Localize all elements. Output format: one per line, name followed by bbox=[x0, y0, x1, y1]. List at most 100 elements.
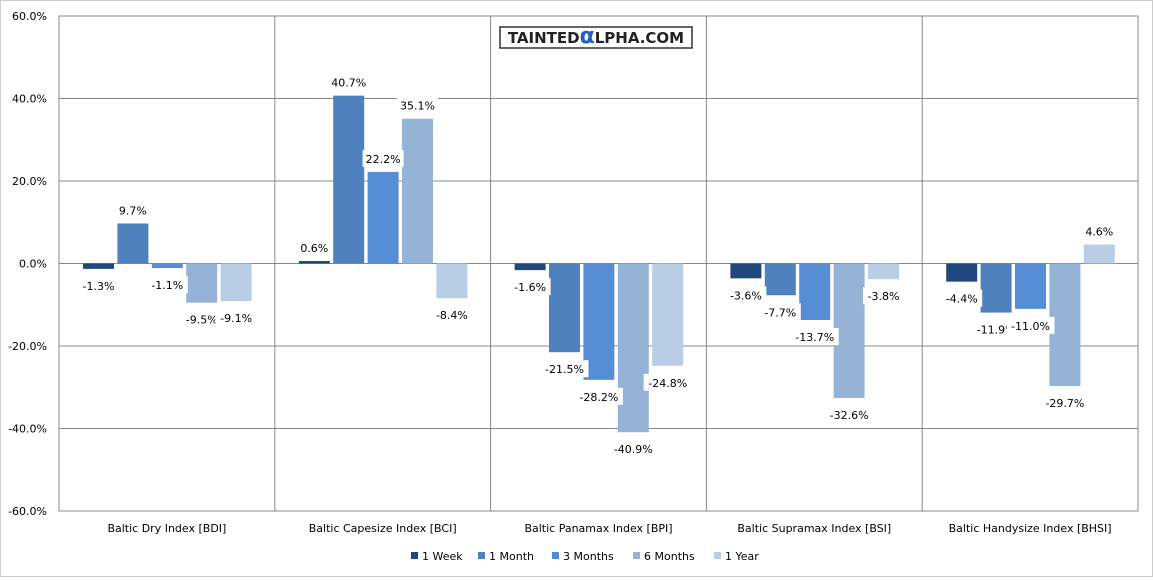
data-label-bg bbox=[397, 96, 438, 114]
data-label: -9.1% bbox=[220, 312, 252, 325]
data-label-bg bbox=[509, 278, 551, 296]
bar-6-months bbox=[617, 263, 649, 433]
y-tick-label: 60.0% bbox=[12, 10, 47, 23]
bar-3-months bbox=[367, 171, 399, 264]
data-label-bg bbox=[297, 239, 332, 257]
legend-label: 3 Months bbox=[563, 550, 614, 563]
data-label-bg bbox=[609, 440, 658, 458]
bar-3-months bbox=[151, 263, 183, 269]
data-label: -11.9% bbox=[977, 324, 1016, 337]
x-tick-label: Baltic Capesize Index [BCI] bbox=[309, 522, 457, 535]
bar-1-month bbox=[333, 95, 365, 264]
bar-6-months bbox=[186, 263, 218, 303]
y-tick-label: 0.0% bbox=[19, 258, 47, 271]
data-label-bg bbox=[574, 387, 623, 405]
legend-label: 1 Year bbox=[725, 550, 759, 563]
data-label-bg bbox=[1082, 222, 1117, 240]
bar-6-months bbox=[1049, 263, 1081, 387]
data-label: -7.7% bbox=[764, 306, 796, 319]
data-label-bg bbox=[181, 310, 223, 328]
data-label: 9.7% bbox=[119, 204, 147, 217]
bar-1-month bbox=[764, 263, 796, 296]
data-label: -13.7% bbox=[795, 331, 834, 344]
y-tick-label: -20.0% bbox=[8, 340, 47, 353]
data-label-bg bbox=[78, 276, 119, 294]
y-tick-label: -60.0% bbox=[8, 505, 47, 518]
data-label-bg bbox=[362, 149, 404, 167]
legend-swatch bbox=[411, 552, 418, 559]
bar-1-year bbox=[1083, 244, 1115, 264]
data-label-bg bbox=[643, 373, 692, 391]
data-label: 4.6% bbox=[1085, 226, 1113, 239]
x-tick-label: Baltic Handysize Index [BHSI] bbox=[949, 522, 1112, 535]
legend-swatch bbox=[552, 552, 559, 559]
data-label-bg bbox=[328, 73, 370, 91]
legend-label: 1 Month bbox=[489, 550, 534, 563]
bar-6-months bbox=[833, 263, 865, 398]
y-tick-label: 20.0% bbox=[12, 175, 47, 188]
data-label-bg bbox=[790, 328, 839, 346]
data-label: -28.2% bbox=[579, 391, 618, 404]
legend-swatch bbox=[714, 552, 721, 559]
bar-1-week bbox=[298, 261, 330, 264]
data-label: -1.6% bbox=[514, 281, 546, 294]
bar-1-month bbox=[549, 263, 580, 353]
data-label: -29.7% bbox=[1045, 397, 1084, 410]
bar-1-week bbox=[946, 263, 978, 282]
data-label: -3.6% bbox=[730, 289, 762, 302]
bar-1-month bbox=[117, 223, 149, 264]
legend-label: 6 Months bbox=[644, 550, 695, 563]
data-label: 0.6% bbox=[300, 242, 328, 255]
legend-label: 1 Week bbox=[422, 550, 463, 563]
data-label: -1.3% bbox=[83, 280, 115, 293]
data-label-bg bbox=[863, 287, 904, 305]
data-label-bg bbox=[115, 201, 150, 219]
x-tick-label: Baltic Panamax Index [BPI] bbox=[524, 522, 672, 535]
y-tick-label: -40.0% bbox=[8, 423, 47, 436]
data-label-bg bbox=[825, 405, 874, 423]
data-label-bg bbox=[1006, 316, 1055, 334]
data-label-bg bbox=[215, 309, 257, 327]
bar-1-week bbox=[514, 263, 546, 271]
x-tick-label: Baltic Supramax Index [BSI] bbox=[737, 522, 891, 535]
watermark-logo: TAINTEDαLPHA.COM bbox=[499, 24, 693, 49]
bar-1-year bbox=[868, 263, 899, 280]
legend-swatch bbox=[478, 552, 485, 559]
data-label: -4.4% bbox=[946, 293, 978, 306]
bar-3-months bbox=[1015, 263, 1046, 309]
x-tick-label: Baltic Dry Index [BDI] bbox=[107, 522, 226, 535]
bar-1-year bbox=[436, 263, 468, 299]
data-label: 35.1% bbox=[400, 100, 435, 113]
data-label: -21.5% bbox=[545, 363, 584, 376]
data-label: -32.6% bbox=[830, 409, 869, 422]
data-label-bg bbox=[725, 286, 767, 304]
data-label: -3.8% bbox=[868, 290, 900, 303]
bar-1-year bbox=[220, 263, 252, 302]
bar-1-week bbox=[730, 263, 762, 279]
bar-3-months bbox=[583, 263, 615, 380]
data-label: 22.2% bbox=[366, 153, 401, 166]
data-label: -9.5% bbox=[186, 314, 218, 327]
bar-1-month bbox=[980, 263, 1012, 313]
data-label-bg bbox=[759, 303, 801, 321]
data-label-bg bbox=[431, 306, 473, 324]
data-label: -24.8% bbox=[648, 377, 687, 390]
data-label: -8.4% bbox=[436, 309, 468, 322]
data-label: -40.9% bbox=[614, 443, 653, 456]
data-label-bg bbox=[146, 276, 188, 294]
legend-swatch bbox=[633, 552, 640, 559]
data-label: -1.1% bbox=[151, 279, 183, 292]
y-tick-label: 40.0% bbox=[12, 93, 47, 106]
svg-text:TAINTEDαLPHA.COM: TAINTEDαLPHA.COM bbox=[508, 24, 684, 49]
data-label-bg bbox=[540, 360, 589, 378]
data-label: 40.7% bbox=[331, 77, 366, 90]
bar-3-months bbox=[799, 263, 831, 321]
data-label-bg bbox=[1040, 394, 1089, 412]
bar-1-year bbox=[652, 263, 684, 366]
bar-1-week bbox=[83, 263, 114, 269]
data-label-bg bbox=[941, 289, 983, 307]
bar-6-months bbox=[402, 118, 433, 264]
data-label: -11.0% bbox=[1011, 320, 1050, 333]
